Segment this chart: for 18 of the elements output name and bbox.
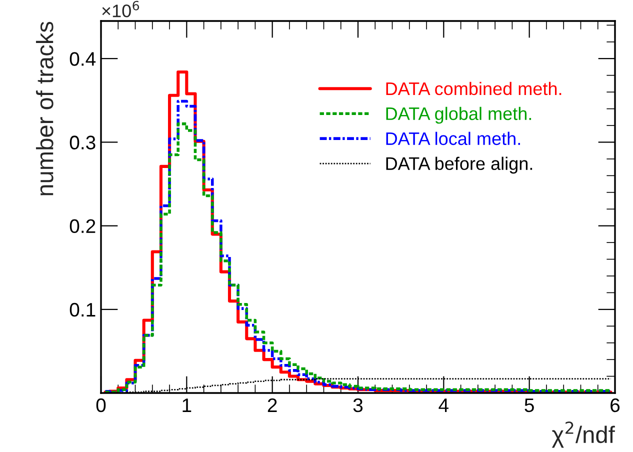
text: ×10$^{6}$ bbox=[102, 0, 140, 18]
x-tick-label: 1 bbox=[182, 398, 192, 412]
x-tick-label: 4 bbox=[438, 398, 449, 412]
x-axis-title: χ$^{2}$/ndf bbox=[552, 422, 615, 448]
y-tick-label: 0.1 bbox=[70, 302, 96, 317]
legend-label: DATA local meth. bbox=[386, 132, 520, 146]
y-tick-label: 0.2 bbox=[70, 219, 96, 234]
x-tick-label: 0 bbox=[96, 398, 106, 412]
y-axis-title: number of tracks bbox=[36, 22, 54, 196]
y-tick-label: 0.3 bbox=[70, 136, 96, 150]
x-tick-label: 2 bbox=[268, 398, 277, 412]
legend-label: DATA before align. bbox=[386, 156, 532, 174]
x-tick-label: 3 bbox=[353, 398, 363, 412]
y-tick-label: 0.4 bbox=[70, 52, 96, 66]
x-tick-label: 6 bbox=[610, 398, 620, 412]
x-tick-label: 5 bbox=[524, 398, 534, 412]
legend-label: DATA global meth. bbox=[386, 106, 532, 124]
legend-label: DATA combined meth. bbox=[386, 82, 562, 96]
